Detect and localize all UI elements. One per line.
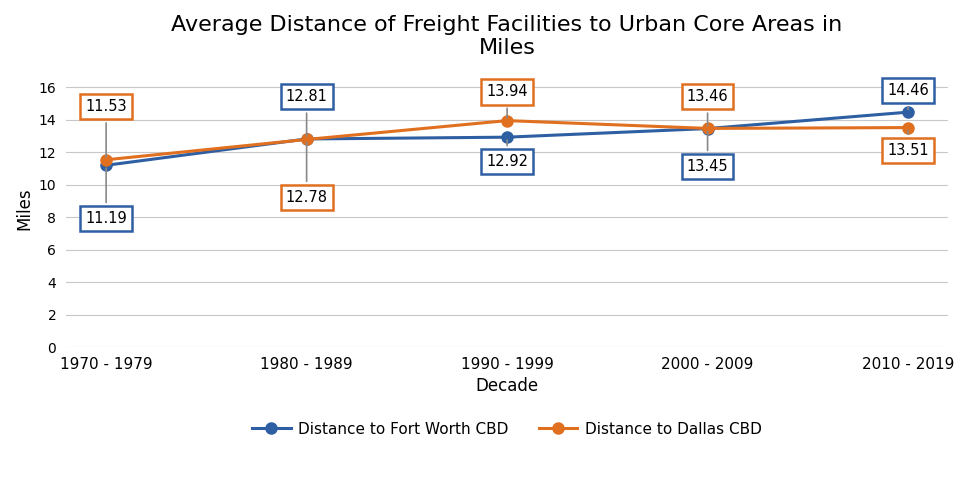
Text: 11.19: 11.19: [85, 168, 127, 226]
Distance to Dallas CBD: [702, 126, 714, 131]
Distance to Dallas CBD: [300, 137, 312, 142]
Text: 12.78: 12.78: [286, 142, 328, 205]
Text: 13.51: 13.51: [887, 130, 929, 158]
Text: 13.46: 13.46: [686, 89, 728, 126]
Legend: Distance to Fort Worth CBD, Distance to Dallas CBD: Distance to Fort Worth CBD, Distance to …: [247, 415, 768, 443]
Distance to Fort Worth CBD: [501, 134, 513, 140]
Y-axis label: Miles: Miles: [15, 188, 33, 230]
Distance to Fort Worth CBD: [300, 136, 312, 142]
Title: Average Distance of Freight Facilities to Urban Core Areas in
Miles: Average Distance of Freight Facilities t…: [172, 15, 842, 58]
Text: 11.53: 11.53: [85, 99, 127, 157]
X-axis label: Decade: Decade: [476, 378, 538, 395]
Line: Distance to Dallas CBD: Distance to Dallas CBD: [100, 115, 914, 165]
Distance to Fort Worth CBD: [702, 126, 714, 131]
Text: 13.94: 13.94: [487, 85, 527, 118]
Line: Distance to Fort Worth CBD: Distance to Fort Worth CBD: [100, 107, 914, 171]
Text: 13.45: 13.45: [686, 131, 728, 174]
Distance to Fort Worth CBD: [902, 109, 914, 115]
Text: 14.46: 14.46: [887, 83, 929, 109]
Distance to Dallas CBD: [902, 125, 914, 130]
Distance to Dallas CBD: [100, 157, 112, 163]
Text: 12.92: 12.92: [487, 140, 528, 169]
Distance to Dallas CBD: [501, 118, 513, 123]
Distance to Fort Worth CBD: [100, 163, 112, 168]
Text: 12.81: 12.81: [286, 89, 328, 136]
